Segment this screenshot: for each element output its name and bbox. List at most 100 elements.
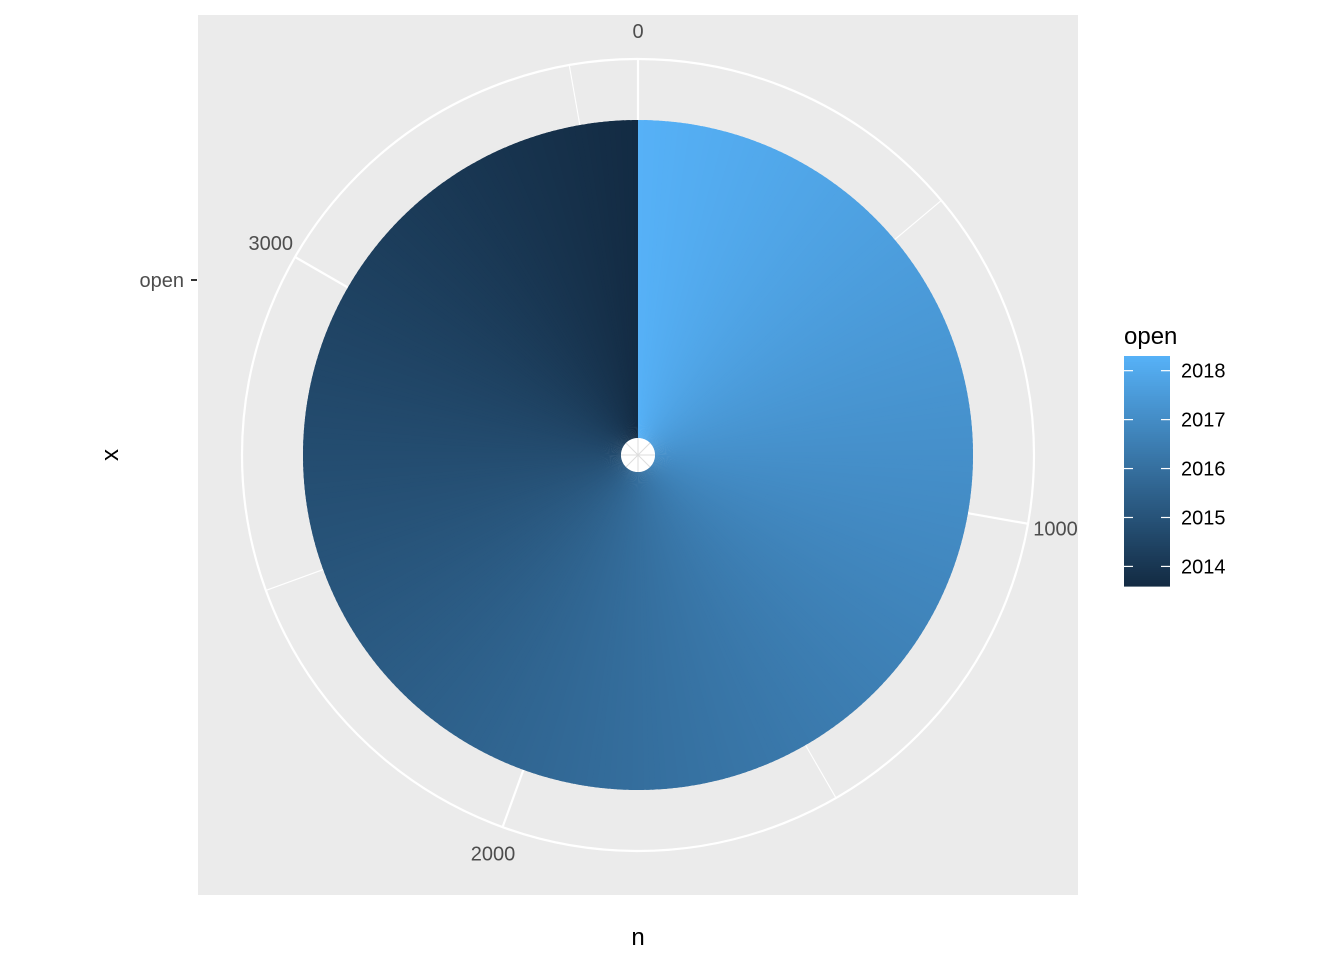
legend-colorbar-segment <box>1124 548 1170 551</box>
pie-slice <box>496 147 632 440</box>
pie-slice <box>303 456 622 491</box>
pie-slice <box>642 471 731 780</box>
legend-colorbar-segment <box>1124 478 1170 481</box>
pie-slice <box>648 467 858 714</box>
pie-slice <box>597 121 637 439</box>
pie-slice <box>649 209 874 443</box>
pie-slice <box>485 152 631 440</box>
theta-grid-line <box>568 64 581 126</box>
pie-slice <box>322 460 623 576</box>
legend-colorbar-segment <box>1124 564 1170 567</box>
legend-colorbar-segment <box>1124 552 1170 555</box>
pie-slice <box>556 127 635 439</box>
legend-colorbar-segment <box>1124 482 1170 485</box>
pie-slice <box>318 460 622 565</box>
pie-slice <box>306 457 622 514</box>
legend-colorbar-segment <box>1124 518 1170 521</box>
pie-slice <box>645 470 791 758</box>
pie-slice <box>653 302 941 448</box>
pie-slice <box>645 470 796 756</box>
pie-slice <box>648 187 847 442</box>
pie-slice <box>653 313 946 449</box>
theta-tick-label: 0 <box>632 21 643 43</box>
pie-slice <box>651 465 902 669</box>
legend-colorbar-segment <box>1124 450 1170 453</box>
legend-colorbar-segment <box>1124 576 1170 579</box>
legend-colorbar-segment <box>1124 372 1170 375</box>
pie-slice <box>651 258 915 446</box>
pie-slice <box>517 139 633 440</box>
pie-slice <box>562 126 635 439</box>
pie-slice <box>534 133 634 439</box>
pie-slice <box>330 461 623 597</box>
pie-slice <box>379 465 626 675</box>
legend-colorbar-segment <box>1124 520 1170 523</box>
pie-slice <box>377 236 626 445</box>
theta-grid-line <box>894 200 942 241</box>
legend-colorbar-segment <box>1124 430 1170 433</box>
legend-colorbar-segment <box>1124 436 1170 439</box>
pie-slice <box>648 468 854 718</box>
pie-slice <box>654 419 973 454</box>
pie-slice <box>651 239 901 445</box>
pie-slice <box>643 470 764 769</box>
legend-colorbar-segment <box>1124 512 1170 515</box>
pie-slice <box>645 470 785 761</box>
pie-slice <box>639 471 668 790</box>
legend-colorbar-segment <box>1124 582 1170 585</box>
legend-colorbar-segment <box>1124 412 1170 415</box>
pie-slice <box>470 160 630 441</box>
y-axis-title: x <box>97 449 124 461</box>
pie-slice <box>375 465 625 671</box>
pie-slice <box>653 308 944 448</box>
legend-colorbar-segment <box>1124 532 1170 535</box>
legend-colorbar-segment <box>1124 392 1170 395</box>
pie-slice <box>390 466 626 688</box>
legend-colorbar-segment <box>1124 374 1170 377</box>
pie-slice <box>647 469 826 738</box>
legend-colorbar-segment <box>1124 560 1170 563</box>
pie-slice <box>639 471 674 790</box>
legend-colorbar-segment <box>1124 492 1170 495</box>
legend-colorbar-segment <box>1124 414 1170 417</box>
pie-slice <box>649 466 879 695</box>
pie-slice <box>639 471 685 788</box>
pie-slice <box>632 120 638 439</box>
pie-slice <box>640 471 697 787</box>
legend-colorbar: 2018 2017 2016 2015 2014 <box>1124 356 1226 587</box>
pie-slice <box>614 120 638 439</box>
pie-slice <box>649 467 875 699</box>
pie-slice <box>602 120 637 439</box>
pie-slice <box>315 459 622 553</box>
pie-slice <box>385 228 626 444</box>
legend-colorbar-segment <box>1124 422 1170 425</box>
legend-colorbar-segment <box>1124 366 1170 369</box>
legend-colorbar-segment <box>1124 426 1170 429</box>
pie-slice <box>654 357 961 451</box>
pie-slice <box>650 466 891 682</box>
pie-slice <box>305 457 622 508</box>
pie-slice <box>386 466 626 684</box>
pie-slice <box>349 463 624 633</box>
pie-slice <box>638 471 662 790</box>
legend-label: 2016 <box>1181 459 1226 481</box>
pie-slice <box>654 385 968 452</box>
pie-slice <box>641 471 725 781</box>
legend-colorbar-segment <box>1124 476 1170 479</box>
legend-colorbar-segment <box>1124 500 1170 503</box>
pie-slice <box>419 467 628 716</box>
pie-slice <box>364 464 625 657</box>
pie-slice <box>654 408 971 454</box>
pie-slice <box>316 459 622 559</box>
legend-colorbar-segment <box>1124 558 1170 561</box>
legend-colorbar-segment <box>1124 468 1170 471</box>
pie-slice <box>368 465 625 662</box>
pie-slice <box>574 124 636 439</box>
pie-slice <box>308 458 622 525</box>
pie-slice <box>654 373 966 452</box>
pie-slice <box>394 466 626 692</box>
legend-colorbar-segment <box>1124 438 1170 441</box>
legend-colorbar-segment <box>1124 434 1170 437</box>
